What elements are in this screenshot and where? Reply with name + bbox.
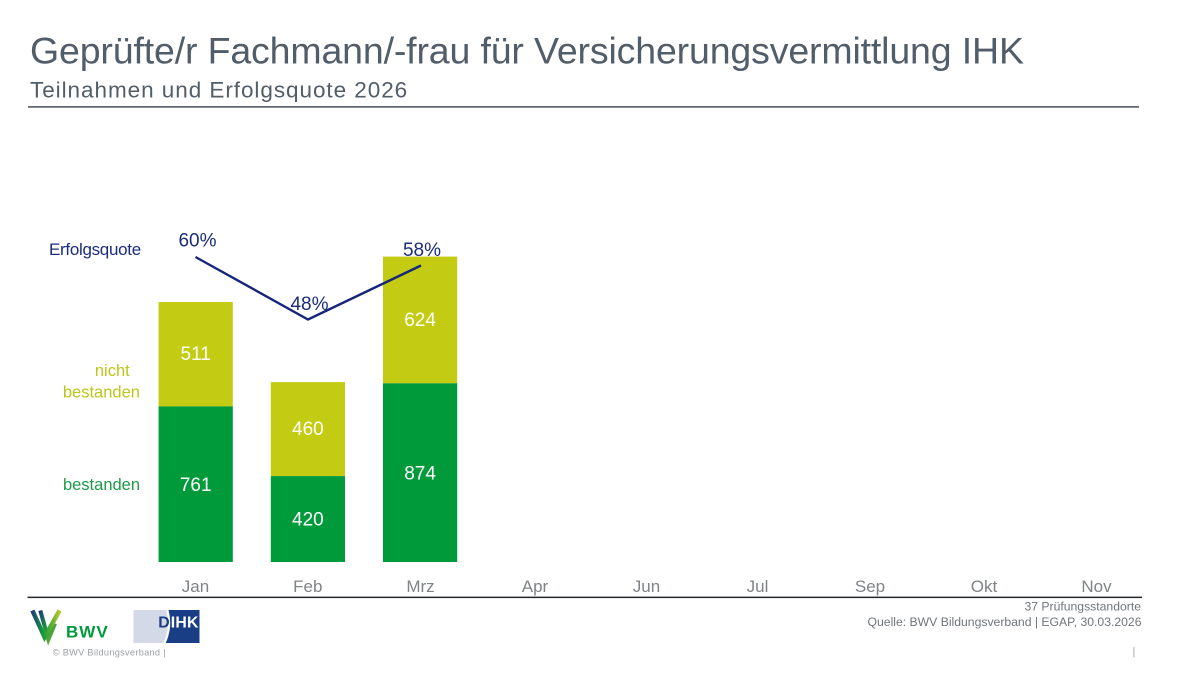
svg-text:Jul: Jul: [747, 577, 769, 596]
svg-text:874: 874: [404, 464, 436, 485]
svg-text:761: 761: [180, 475, 212, 496]
svg-text:Geprüfte/r Fachmann/-frau für: Geprüfte/r Fachmann/-frau für Versicheru…: [30, 29, 1024, 71]
svg-text:48%: 48%: [290, 294, 328, 315]
svg-text:Nov: Nov: [1081, 577, 1112, 596]
svg-text:60%: 60%: [178, 231, 216, 252]
svg-text:Okt: Okt: [971, 577, 998, 596]
svg-text:D: D: [158, 614, 169, 631]
svg-text:511: 511: [181, 344, 211, 365]
svg-text:58%: 58%: [403, 240, 441, 261]
svg-text:420: 420: [292, 509, 324, 530]
svg-text:Erfolgsquote: Erfolgsquote: [49, 240, 141, 259]
svg-text:Feb: Feb: [293, 577, 322, 596]
svg-text:Jun: Jun: [633, 577, 660, 596]
svg-text:BWV: BWV: [66, 623, 109, 642]
svg-text:Sep: Sep: [855, 577, 885, 596]
svg-text:Mrz: Mrz: [406, 577, 434, 596]
svg-text:Quelle: BWV Bildungsverband |: Quelle: BWV Bildungsverband | EGAP, 30.0…: [868, 615, 1142, 629]
svg-text:bestanden: bestanden: [63, 476, 140, 494]
svg-text:Teilnahmen und Erfolgsquote 20: Teilnahmen und Erfolgsquote 2026: [30, 78, 408, 103]
svg-text:Apr: Apr: [522, 577, 549, 596]
svg-text:nicht: nicht: [95, 362, 130, 380]
svg-text:© BWV Bildungsverband |: © BWV Bildungsverband |: [53, 648, 166, 658]
svg-text:460: 460: [292, 419, 324, 440]
svg-text:Jan: Jan: [182, 577, 209, 596]
svg-text:624: 624: [404, 310, 436, 331]
svg-text:bestanden: bestanden: [63, 384, 140, 402]
svg-text:37 Prüfungsstandorte: 37 Prüfungsstandorte: [1024, 600, 1141, 614]
svg-text:|: |: [1133, 646, 1136, 658]
svg-text:IHK: IHK: [171, 614, 199, 631]
